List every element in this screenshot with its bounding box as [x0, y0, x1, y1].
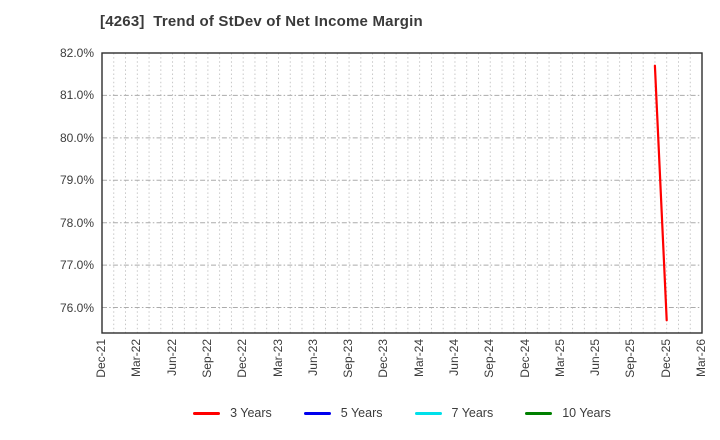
legend-item-5-years: 5 Years [303, 406, 383, 420]
y-tick-label: 76.0% [59, 300, 94, 315]
legend-swatch-10-years [525, 411, 553, 415]
x-tick-label: Dec-25 [658, 339, 673, 378]
legend-swatch-7-years [414, 411, 442, 415]
legend-swatch-5-years [303, 411, 331, 415]
x-tick-label: Jun-22 [164, 339, 179, 376]
y-tick-label: 82.0% [59, 46, 94, 60]
legend-label: 10 Years [562, 406, 611, 420]
y-tick-label: 81.0% [59, 88, 94, 103]
legend-label: 3 Years [230, 406, 272, 420]
plot-border [101, 52, 703, 334]
y-tick-label: 80.0% [59, 130, 94, 145]
x-tick-label: Dec-21 [94, 339, 108, 378]
x-tick-label: Dec-23 [376, 339, 391, 378]
y-tick-label: 77.0% [59, 258, 94, 273]
x-tick-label: Jun-24 [446, 339, 461, 376]
legend-label: 5 Years [340, 406, 383, 420]
series-line-3-years [653, 64, 668, 322]
legend-swatch-3-years [193, 411, 221, 415]
x-tick-label: Mar-24 [411, 339, 426, 378]
x-tick-label: Sep-24 [482, 339, 497, 378]
x-tick-label: Sep-23 [341, 339, 356, 378]
legend: 3 Years 5 Years 7 Years 10 Years [102, 406, 702, 420]
x-tick-label: Mar-22 [129, 339, 144, 378]
x-tick-label: Jun-25 [588, 339, 603, 376]
x-tick-label: Sep-22 [199, 339, 214, 378]
x-tick-label: Mar-25 [552, 339, 567, 378]
legend-label: 7 Years [451, 406, 494, 420]
legend-item-7-years: 7 Years [414, 406, 494, 420]
x-tick-label: Dec-24 [517, 339, 532, 378]
legend-item-10-years: 10 Years [525, 406, 611, 420]
y-tick-label: 79.0% [59, 173, 94, 188]
chart-title: [4263] Trend of StDev of Net Income Marg… [100, 13, 423, 30]
y-tick-label: 78.0% [59, 215, 94, 230]
x-tick-label: Mar-26 [694, 339, 708, 378]
x-tick-label: Jun-23 [305, 339, 320, 376]
x-tick-label: Dec-22 [235, 339, 250, 378]
x-tick-label: Sep-25 [623, 339, 638, 378]
legend-item-3-years: 3 Years [193, 406, 272, 420]
x-tick-label: Mar-23 [270, 339, 285, 378]
